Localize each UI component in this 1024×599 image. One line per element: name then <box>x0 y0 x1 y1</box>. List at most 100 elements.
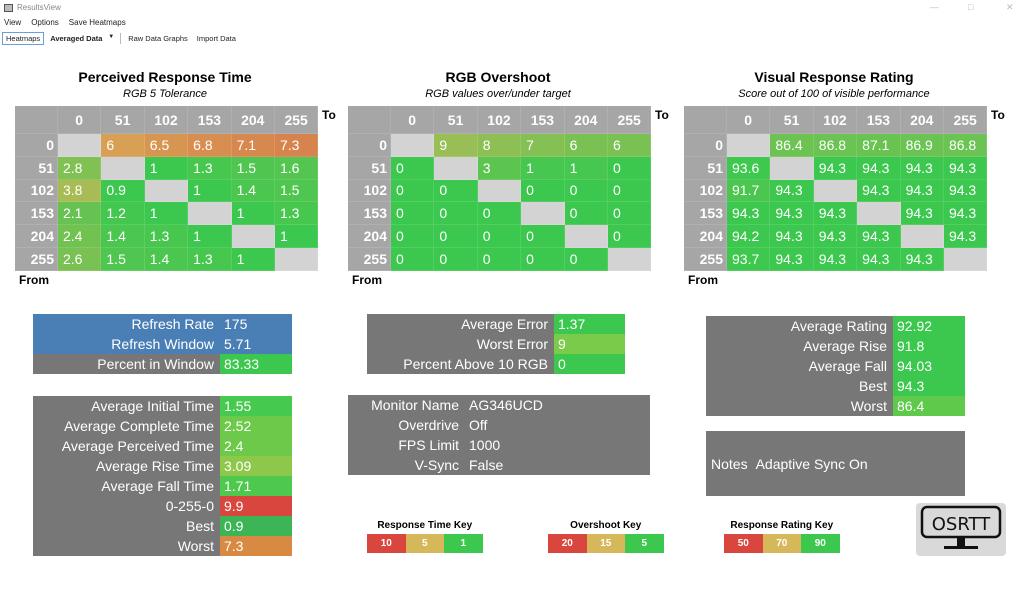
key-title: Response Rating Key <box>730 520 834 531</box>
stat-value: 83.33 <box>220 354 292 374</box>
heatmap-cell: 1 <box>231 202 275 226</box>
stat-value: 94.3 <box>893 376 965 396</box>
minimize-button[interactable]: — <box>930 2 939 12</box>
heatmap-cell: 0 <box>391 247 435 271</box>
row-header: 204 <box>348 225 391 248</box>
stat-value: 92.92 <box>893 316 965 336</box>
key-cell: 15 <box>586 534 625 553</box>
heatmap-cell: 1.5 <box>231 156 275 180</box>
menu-view[interactable]: View <box>4 18 22 27</box>
heatmap-subtitle: RGB 5 Tolerance <box>123 88 207 100</box>
to-label: To <box>322 108 336 122</box>
stat-value: 1.71 <box>220 476 292 496</box>
heatmap-cell-empty <box>391 134 435 157</box>
heatmap-cell: 94.3 <box>770 202 814 226</box>
heatmap-cell: 1.4 <box>144 247 189 271</box>
heatmap-cell: 0 <box>564 202 608 226</box>
key-cell: 5 <box>625 534 664 553</box>
notes-value: Adaptive Sync On <box>755 455 868 472</box>
heatmap-cell: 1.3 <box>188 247 232 271</box>
toolbar-divider <box>120 32 122 44</box>
heatmap-cell: 1.6 <box>274 156 319 180</box>
stat-value: 5.71 <box>220 334 292 354</box>
maximize-button[interactable]: □ <box>968 2 974 12</box>
notes-box: Notes Adaptive Sync On <box>706 431 965 496</box>
key-cell: 90 <box>801 534 840 553</box>
key-title: Overshoot Key <box>570 520 642 531</box>
chevron-down-icon: ▼ <box>108 33 115 40</box>
menu-options[interactable]: Options <box>31 18 59 27</box>
heatmap-cell: 87.1 <box>857 134 901 157</box>
import-data-button[interactable]: Import Data <box>196 33 236 43</box>
key-cell: 10 <box>367 534 406 553</box>
heatmap-cell-empty <box>607 247 652 271</box>
heatmap-cell: 2.1 <box>58 202 102 226</box>
heatmap-cell: 94.3 <box>727 202 771 226</box>
heatmaps-button[interactable]: Heatmaps <box>2 31 45 45</box>
heatmap-cell-empty <box>900 225 944 248</box>
corner-cell <box>684 106 727 134</box>
heatmap-cell: 0 <box>391 225 435 248</box>
stat-label: Percent Above 10 RGB <box>403 356 548 372</box>
stat-row: Average Fall Time 1.71 <box>33 476 292 496</box>
heatmap-cell: 1 <box>274 225 319 248</box>
column-header: 0 <box>58 106 102 134</box>
stat-row: Refresh Window 5.71 <box>33 334 292 354</box>
heatmap-cell: 6 <box>101 134 145 157</box>
heatmap-cell: 1 <box>564 156 608 180</box>
from-label: From <box>19 273 49 287</box>
raw-data-graphs-button[interactable]: Raw Data Graphs <box>128 33 188 43</box>
heatmap-cell-empty <box>144 179 189 203</box>
stat-row: Worst 7.3 <box>33 536 292 556</box>
color-key: Response Time Key 10 5 1 <box>367 520 483 553</box>
response-stats-box: Average Initial Time 1.55 Average Complete… <box>33 396 292 556</box>
notes-label: Notes <box>711 455 748 472</box>
stat-row: Average Fall 94.03 <box>706 356 965 376</box>
key-cells: 50 70 90 <box>724 534 840 553</box>
stat-row: Average Initial Time 1.55 <box>33 396 292 416</box>
window-title: ResultsView <box>17 3 61 12</box>
row-header: 255 <box>684 247 727 271</box>
column-header: 102 <box>813 106 858 134</box>
menu-save-heatmaps[interactable]: Save Heatmaps <box>68 18 126 27</box>
row-header: 204 <box>684 225 727 248</box>
stat-label: Overdrive <box>398 417 459 433</box>
stat-label: Average Rating <box>790 318 887 334</box>
heatmap-cell: 0 <box>434 179 478 203</box>
heatmap-title: Visual Response Rating <box>754 69 914 85</box>
menu-bar: View Options Save Heatmaps <box>0 16 136 30</box>
stat-row: Worst 86.4 <box>706 396 965 416</box>
to-label: To <box>655 108 669 122</box>
row-header: 102 <box>684 179 727 203</box>
heatmap-cell: 1.4 <box>231 179 275 203</box>
column-header: 153 <box>188 106 232 134</box>
title-bar: ResultsView <box>0 0 1024 15</box>
stat-label: 0-255-0 <box>165 498 214 514</box>
stat-row: Worst Error 9 <box>367 334 625 354</box>
row-header: 102 <box>15 179 58 203</box>
stat-value: 7.3 <box>220 536 292 556</box>
stat-row: Overdrive Off <box>348 415 650 435</box>
error-stats-box: Average Error 1.37 Worst Error 9 Percent Abo… <box>367 314 625 374</box>
heatmap-cell: 0 <box>607 156 652 180</box>
heatmap-cell: 1 <box>231 247 275 271</box>
heatmap-cell: 0 <box>391 156 435 180</box>
column-header: 51 <box>434 106 478 134</box>
column-header: 0 <box>727 106 771 134</box>
close-button[interactable]: ✕ <box>1006 2 1014 12</box>
heatmap-cell: 94.3 <box>857 179 901 203</box>
heatmap-cell: 7.1 <box>231 134 275 157</box>
stat-label: Average Perceived Time <box>61 438 214 454</box>
data-select-dropdown[interactable]: Averaged Data ▼ <box>47 33 117 44</box>
heatmap-cell: 0 <box>521 247 565 271</box>
heatmap-cell-empty <box>813 179 858 203</box>
heatmap-cell: 94.3 <box>943 179 988 203</box>
stat-row: FPS Limit 1000 <box>348 435 650 455</box>
heatmap-cell: 93.6 <box>727 156 771 180</box>
row-header: 51 <box>684 156 727 180</box>
column-header: 153 <box>521 106 565 134</box>
heatmap-cell: 1.4 <box>101 225 145 248</box>
column-header: 255 <box>607 106 652 134</box>
stat-value: AG346UCD <box>469 397 543 413</box>
stat-row: Average Error 1.37 <box>367 314 625 334</box>
